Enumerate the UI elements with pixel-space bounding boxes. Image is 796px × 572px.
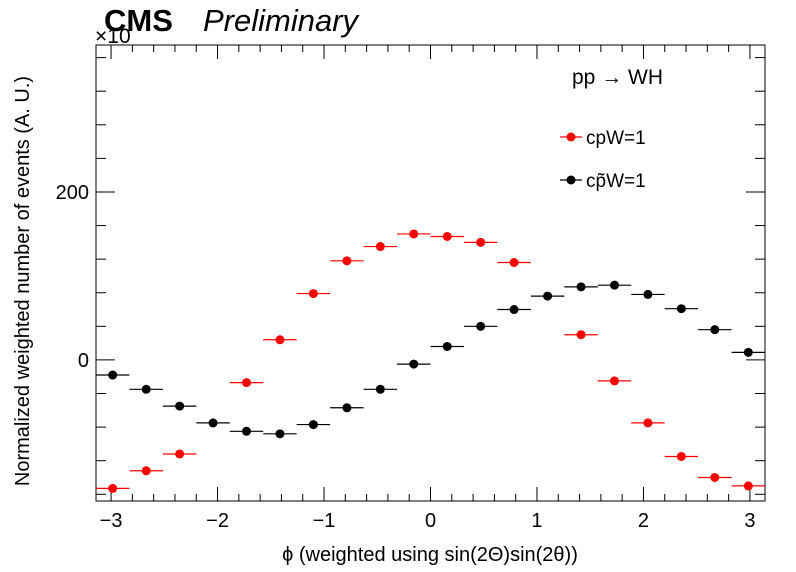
legend-entry-cpw: cpW=1 xyxy=(560,128,646,149)
data-point xyxy=(242,378,252,388)
data-point xyxy=(442,341,452,351)
data-point xyxy=(308,289,318,299)
data-point xyxy=(242,426,252,436)
data-point xyxy=(476,237,486,247)
data-point xyxy=(643,418,653,428)
tick-labels: −3 −2 −1 0 1 2 3 0 200 xyxy=(56,182,756,532)
data-point xyxy=(509,258,519,268)
data-point xyxy=(275,429,285,439)
status-label: Preliminary xyxy=(203,3,361,38)
data-point xyxy=(476,321,486,331)
x-tick-label: 3 xyxy=(744,510,755,532)
x-tick-label: −1 xyxy=(313,510,336,532)
data-point xyxy=(108,370,118,380)
data-point xyxy=(676,304,686,314)
data-point xyxy=(175,401,185,411)
y-tick-label: 200 xyxy=(56,182,89,204)
plot-frame xyxy=(95,44,766,502)
x-tick-label: 2 xyxy=(638,510,649,532)
data-point xyxy=(208,418,218,428)
data-point xyxy=(643,289,653,299)
data-point xyxy=(342,256,352,266)
data-point xyxy=(710,325,720,335)
x-tick-label: 0 xyxy=(425,510,436,532)
data-point xyxy=(743,347,753,357)
experiment-label: CMS xyxy=(104,3,173,38)
data-point xyxy=(141,384,151,394)
data-point xyxy=(442,231,452,241)
series-0 xyxy=(95,229,765,493)
series-layer xyxy=(95,229,765,493)
data-point xyxy=(409,359,419,369)
x-tick-label: −3 xyxy=(100,510,123,532)
legend-label-cpw: cpW=1 xyxy=(586,128,646,149)
legend-entry-cptw: cp̃W=1 xyxy=(560,171,646,192)
data-point xyxy=(743,481,753,491)
data-point xyxy=(175,449,185,459)
legend-title: pp → WH xyxy=(572,66,663,89)
legend-label-cptw: cp̃W=1 xyxy=(586,171,646,192)
data-point xyxy=(342,403,352,413)
data-point xyxy=(275,335,285,345)
data-point xyxy=(375,242,385,252)
exponent-label: ×10 xyxy=(95,25,131,48)
data-point xyxy=(141,466,151,476)
data-point xyxy=(576,282,586,292)
data-point xyxy=(375,384,385,394)
y-axis-label: Normalized weighted number of events (A.… xyxy=(12,76,34,486)
data-point xyxy=(576,330,586,340)
axis-ticks xyxy=(96,45,765,501)
data-point xyxy=(409,229,419,239)
data-point xyxy=(609,376,619,386)
data-point xyxy=(543,291,553,301)
data-point xyxy=(609,280,619,290)
x-tick-label: 1 xyxy=(531,510,542,532)
data-point xyxy=(710,472,720,482)
x-tick-label: −2 xyxy=(206,510,229,532)
data-point xyxy=(108,483,118,493)
x-axis-label: ϕ (weighted using sin(2Θ)sin(2θ)) xyxy=(282,544,578,566)
y-tick-label: 0 xyxy=(78,350,89,372)
data-point xyxy=(308,420,318,430)
data-point xyxy=(509,305,519,315)
series-1 xyxy=(95,280,765,439)
data-point xyxy=(676,451,686,461)
